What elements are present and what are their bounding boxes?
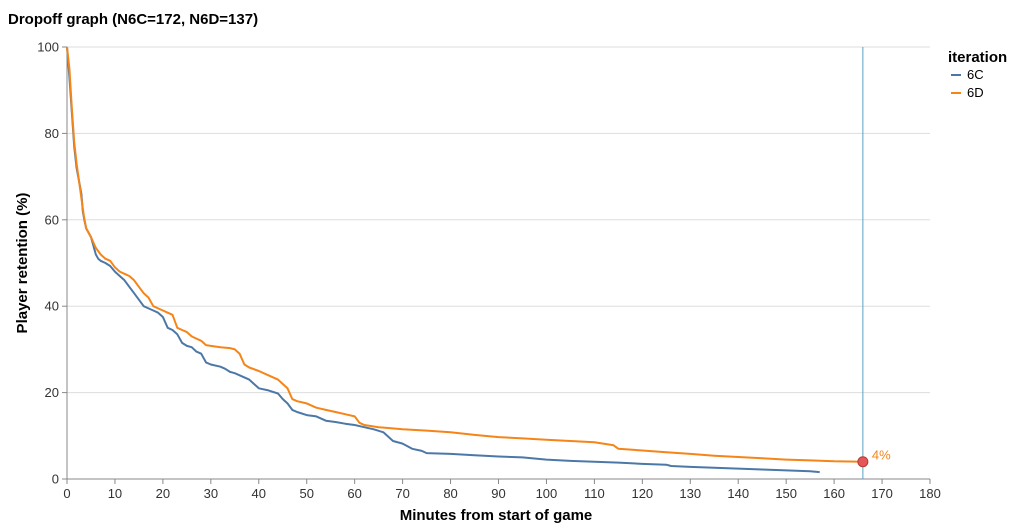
x-tick-label: 130	[679, 486, 701, 501]
x-tick-label: 120	[631, 486, 653, 501]
legend-label-6d: 6D	[967, 85, 984, 100]
y-tick-label: 80	[45, 126, 59, 141]
series-layer	[66, 46, 863, 474]
series-line-6d	[66, 46, 863, 463]
x-tick-label: 140	[727, 486, 749, 501]
legend-title: iteration	[948, 49, 1007, 66]
x-tick-label: 180	[919, 486, 941, 501]
x-tick-label: 30	[204, 486, 218, 501]
x-tick-label: 60	[347, 486, 361, 501]
x-tick-label: 40	[252, 486, 266, 501]
x-tick-label: 0	[63, 486, 70, 501]
series-line-6c	[66, 46, 820, 474]
x-tick-label: 50	[299, 486, 313, 501]
axis-layer: 0 20 40 60 80 100 0 10 20 30 40 50 60 70 80 90 100 110 120…	[37, 40, 941, 502]
chart-title: Dropoff graph (N6C=172, N6D=137)	[8, 11, 259, 28]
x-tick-label: 150	[775, 486, 797, 501]
overlay-layer: 4%	[857, 47, 891, 479]
x-axis-title: Minutes from start of game	[400, 507, 593, 524]
x-tick-label: 80	[443, 486, 457, 501]
y-tick-label: 0	[52, 472, 59, 487]
x-tick-label: 100	[536, 486, 558, 501]
x-tick-label: 20	[156, 486, 170, 501]
grid-layer	[67, 46, 930, 480]
y-axis-title: Player retention (%)	[14, 193, 31, 334]
x-tick-label: 90	[491, 486, 505, 501]
x-tick-label: 170	[871, 486, 893, 501]
y-tick-label: 60	[45, 212, 59, 227]
x-tick-label: 10	[108, 486, 122, 501]
y-tick-label: 40	[45, 299, 59, 314]
x-tick-label: 110	[584, 486, 605, 501]
legend-label-6c: 6C	[967, 67, 984, 82]
x-tick-label: 70	[395, 486, 409, 501]
x-tick-label: 160	[823, 486, 845, 501]
y-tick-label: 100	[37, 40, 59, 55]
value-annotation: 4%	[872, 448, 891, 463]
highlight-point	[857, 456, 869, 468]
y-tick-label: 20	[45, 385, 59, 400]
